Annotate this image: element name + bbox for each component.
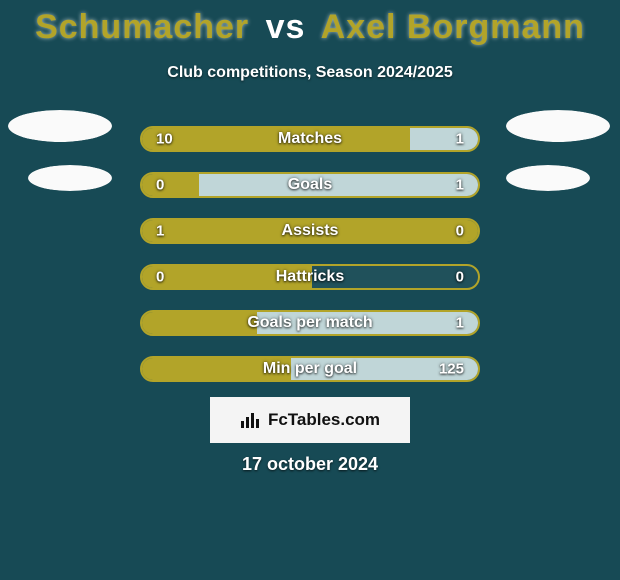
source-badge-text: FcTables.com [268,410,380,430]
stat-value-right: 1 [456,315,464,332]
stat-label: Goals [142,176,478,194]
title: Schumacher vs Axel Borgmann [0,8,620,47]
stat-value-right: 1 [456,131,464,148]
subtitle: Club competitions, Season 2024/2025 [0,64,620,82]
stat-value-right: 0 [456,223,464,240]
stat-value-left: 0 [156,269,164,286]
stat-value-right: 0 [456,269,464,286]
stat-label: Matches [142,130,478,148]
stat-value-right: 125 [439,361,464,378]
stat-label: Goals per match [142,314,478,332]
stat-row: Min per goal125 [140,356,480,382]
stat-value-left: 1 [156,223,164,240]
title-vs: vs [266,8,306,46]
stat-bars: Matches101Goals01Assists10Hattricks00Goa… [0,126,620,382]
title-player2: Axel Borgmann [321,8,585,46]
title-player1: Schumacher [35,8,249,46]
stat-row: Hattricks0 0 [140,264,480,290]
stat-label: Hattricks [142,268,478,286]
stat-row: Assists1 0 [140,218,480,244]
stat-row: Goals0 1 [140,172,480,198]
stat-label: Assists [142,222,478,240]
stat-value-left: 0 [156,177,164,194]
date-label: 17 october 2024 [0,454,620,475]
source-badge: FcTables.com [210,397,410,443]
bars-icon [240,411,262,429]
comparison-infographic: Schumacher vs Axel Borgmann Club competi… [0,0,620,580]
stat-value-right: 1 [456,177,464,194]
stat-row: Goals per match1 [140,310,480,336]
stat-row: Matches10 1 [140,126,480,152]
stat-label: Min per goal [142,360,478,378]
stat-value-left: 10 [156,131,173,148]
